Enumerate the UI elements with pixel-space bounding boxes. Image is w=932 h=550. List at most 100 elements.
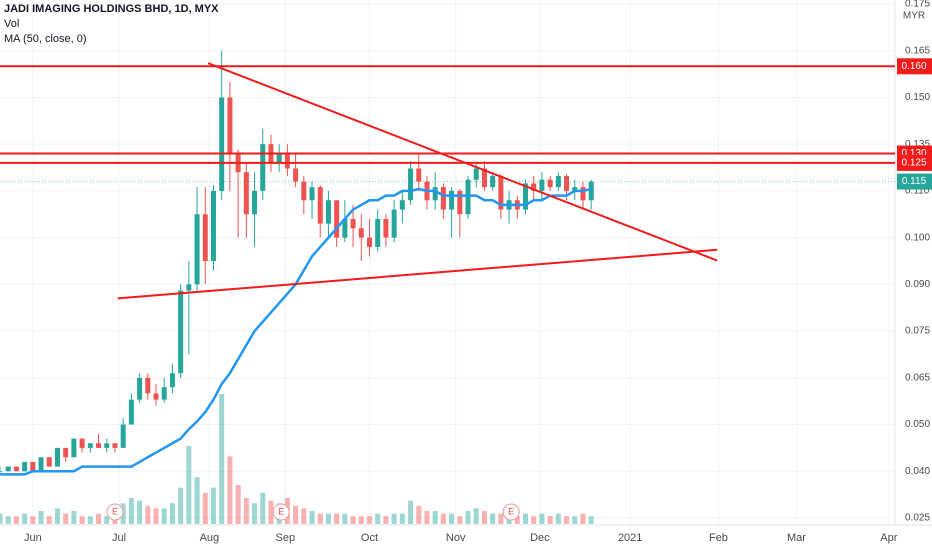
volume-bar [194, 477, 200, 524]
price-label-bg [897, 154, 932, 171]
x-tick-label: Dec [530, 532, 550, 544]
earnings-marker [106, 503, 124, 521]
volume-bar [104, 516, 110, 524]
x-tick-label: Jul [112, 532, 126, 544]
volume-bar [580, 513, 586, 524]
y-tick-label: 0.025 [905, 513, 930, 524]
candle-body [96, 443, 102, 448]
candle-body [71, 438, 77, 458]
candle-body [572, 187, 578, 191]
volume-bar [22, 513, 28, 524]
volume-bar [13, 516, 19, 524]
candle-body [0, 471, 3, 473]
candle-body [523, 183, 529, 210]
volume-bar [555, 513, 561, 524]
candle-body [87, 443, 93, 448]
volume-bar [408, 500, 414, 524]
volume-bar [46, 516, 52, 524]
candle-body [210, 190, 216, 261]
candle-body [334, 200, 340, 238]
volume-bar [449, 513, 455, 524]
candle-body [465, 179, 471, 215]
candle-body [112, 443, 118, 448]
candle-body [276, 153, 282, 163]
volume-bar [514, 516, 520, 524]
candle-body [301, 181, 307, 201]
volume-bar [5, 516, 11, 524]
candle-body [580, 187, 586, 201]
volume-bar [399, 513, 405, 524]
y-tick-label: 0.135 [905, 139, 930, 150]
x-tick-label: 2021 [618, 532, 642, 544]
candle-body [383, 218, 389, 238]
candle-body [194, 214, 200, 285]
legend-item: Vol [4, 18, 20, 30]
candle-body [408, 168, 414, 201]
x-tick-label: Apr [880, 532, 897, 544]
x-tick-label: Sep [276, 532, 296, 544]
volume-bar [268, 500, 274, 524]
volume-bar [128, 498, 134, 524]
volume-bar [202, 492, 208, 524]
y-tick-label: 0.075 [905, 326, 930, 337]
x-tick-label: Mar [787, 532, 806, 544]
volume-bar [424, 511, 430, 524]
trend-line [207, 62, 718, 262]
earnings-marker [272, 503, 290, 521]
candle-body [375, 218, 381, 247]
volume-bar [366, 516, 372, 524]
volume-bar [342, 513, 348, 524]
price-label: 0.160 [901, 61, 926, 72]
volume-bar [63, 513, 69, 524]
volume-bar [317, 513, 323, 524]
candle-body [588, 181, 594, 201]
candle-body [358, 228, 364, 238]
currency-label: MYR [903, 11, 925, 22]
volume-bar [227, 456, 233, 524]
x-tick-label: Jun [24, 532, 42, 544]
candle-body [539, 179, 545, 191]
volume-bar [153, 508, 159, 524]
earnings-label: E [278, 506, 284, 516]
volume-bar [161, 508, 167, 524]
y-tick-label: 0.150 [905, 92, 930, 103]
candle-body [145, 377, 151, 394]
volume-bar [539, 513, 545, 524]
volume-bar [79, 516, 85, 524]
candle-body [564, 175, 570, 191]
volume-bar [334, 513, 340, 524]
volume-bar [186, 446, 192, 524]
candle-body [457, 190, 463, 215]
candle-body [293, 168, 299, 182]
volume-bar [416, 505, 422, 524]
earnings-label: E [508, 506, 514, 516]
volume-bar [481, 511, 487, 524]
candle-body [63, 447, 69, 458]
candle-body [128, 399, 134, 425]
candle-body [309, 187, 315, 201]
volume-bar [301, 508, 307, 524]
volume-bar [0, 513, 3, 524]
candle-body [178, 290, 184, 374]
candle-body [473, 168, 479, 180]
candle-body [342, 218, 348, 238]
volume-bar [235, 485, 241, 524]
y-tick-label: 0.065 [905, 372, 930, 383]
legend-item: MA (50, close, 0) [4, 33, 87, 45]
volume-bar [473, 508, 479, 524]
volume-bar [588, 516, 594, 524]
candle-body [399, 200, 405, 210]
candle-body [202, 214, 208, 261]
candle-body [547, 179, 553, 188]
candle-body [432, 187, 438, 201]
volume-bar [523, 513, 529, 524]
volume-bar [465, 511, 471, 524]
y-tick-label: 0.040 [905, 466, 930, 477]
volume-bar [169, 503, 175, 524]
candle-body [317, 187, 323, 224]
volume-bar [572, 516, 578, 524]
candle-body [186, 284, 192, 291]
candle-body [79, 438, 85, 448]
candle-body [391, 209, 397, 238]
